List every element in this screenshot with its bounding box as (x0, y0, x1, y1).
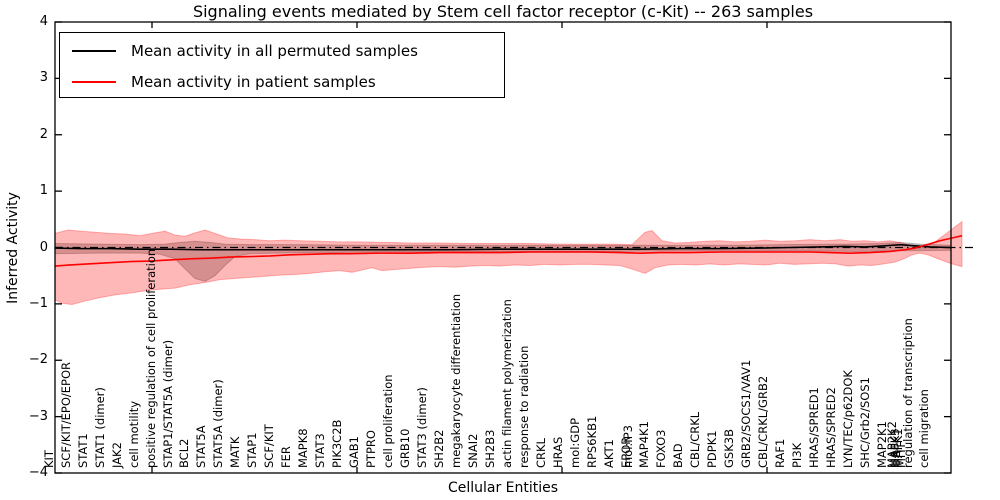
legend-item: Mean activity in patient samples (60, 66, 504, 97)
y-tick-label: −3 (28, 408, 48, 424)
x-tick-label: JAK2 (110, 442, 124, 468)
x-tick-label: PDPK1 (705, 430, 719, 468)
x-tick-label: LYN/TEC/p62DOK (841, 370, 855, 468)
x-tick-label: megakaryocyte differentiation (449, 293, 463, 468)
patient-confidence-band (54, 220, 963, 305)
chart-title: Signaling events mediated by Stem cell f… (192, 2, 814, 21)
x-tick-label: STAT5A (194, 425, 208, 468)
x-tick-label: MATK (228, 436, 242, 468)
x-tick-label: actin filament polymerization (500, 299, 514, 468)
x-tick-label: positive regulation of cell proliferatio… (144, 248, 158, 468)
x-tick-label: STAT5A (dimer) (211, 379, 225, 468)
x-tick-label: GSK3B (722, 429, 736, 468)
x-tick-label: FOXO3 (654, 429, 668, 468)
x-tick-label: STAT3 (dimer) (415, 387, 429, 468)
x-tick-label: SHC/Grb2/SOS1 (858, 377, 872, 468)
y-tick-label: 2 (39, 126, 48, 142)
legend-label: Mean activity in all permuted samples (131, 41, 418, 60)
x-tick-label: SCF/KIT (262, 424, 276, 468)
x-tick-label: BCL2 (177, 438, 191, 468)
legend-line-patient (72, 80, 116, 83)
legend: Mean activity in all permuted samples Mea… (59, 32, 505, 98)
x-tick-label: cell proliferation (381, 374, 395, 468)
x-tick-label: RAF1 (773, 438, 787, 468)
x-tick-label: STAT1 (dimer) (93, 387, 107, 468)
y-tick-label: 1 (39, 183, 48, 199)
x-tick-label: FER (279, 446, 293, 468)
x-tick-label: regulation of transcription (901, 318, 915, 468)
x-tick-label: SNAI2 (466, 433, 480, 468)
x-tick-label: cell motility (127, 400, 141, 468)
y-tick-label: 4 (39, 14, 48, 29)
patient-mean-line (54, 234, 963, 267)
legend-line-permuted (72, 49, 116, 52)
x-tick-label: STAT1 (76, 433, 90, 468)
x-tick-label: mol:GDP (568, 417, 582, 468)
x-tick-label: STAP1/STAT5A (dimer) (161, 339, 175, 468)
x-tick-label: GRB2/SOCS1/VAV1 (739, 359, 753, 468)
x-tick-label: GAB1 (347, 436, 361, 468)
x-tick-label: SCF/KIT/EPO/EPOR (59, 361, 73, 468)
x-tick-label: STAP1 (245, 432, 259, 468)
x-tick-label: mol:IP3 (621, 425, 635, 468)
x-tick-label: cell migration (917, 389, 931, 468)
x-tick-label: MAPK8 (296, 428, 310, 468)
x-tick-label: AKT1 (602, 439, 616, 468)
x-tick-label: HRAS/SPRED2 (824, 387, 838, 468)
x-axis-label: Cellular Entities (447, 480, 559, 496)
x-tick-label: STAT3 (313, 433, 327, 468)
x-tick-label: BAD (671, 443, 685, 468)
x-tick-label: PTPRO (364, 430, 378, 468)
x-tick-label: response to radiation (517, 345, 531, 468)
y-tick-label: −2 (28, 352, 48, 368)
y-tick-label: −4 (28, 465, 48, 480)
legend-item: Mean activity in all permuted samples (60, 35, 504, 66)
x-tick-label: PI3K (790, 442, 804, 468)
x-tick-label: HRAS (551, 436, 565, 468)
x-tick-label: SH2B2 (432, 429, 446, 468)
x-tick-label: MAP4K1 (637, 421, 651, 468)
x-tick-label: PIK3C2B (330, 419, 344, 468)
x-tick-label: RPS6KB1 (585, 415, 599, 468)
x-tick-label: CBL/CRKL/GRB2 (756, 375, 770, 468)
x-tick-label: GRB10 (398, 428, 412, 468)
x-tick-label: CBL/CRKL (688, 411, 702, 468)
y-tick-label: 0 (39, 239, 48, 255)
permuted-mean-line (54, 243, 952, 251)
x-tick-label: SH2B3 (483, 429, 497, 468)
y-tick-label: −1 (28, 295, 48, 311)
y-tick-label: 3 (39, 70, 48, 86)
legend-label: Mean activity in patient samples (131, 72, 376, 91)
x-tick-label: CRKL (534, 438, 548, 468)
x-tick-label: HRAS/SPRED1 (807, 387, 821, 468)
x-tick-label: KIT (42, 450, 56, 468)
